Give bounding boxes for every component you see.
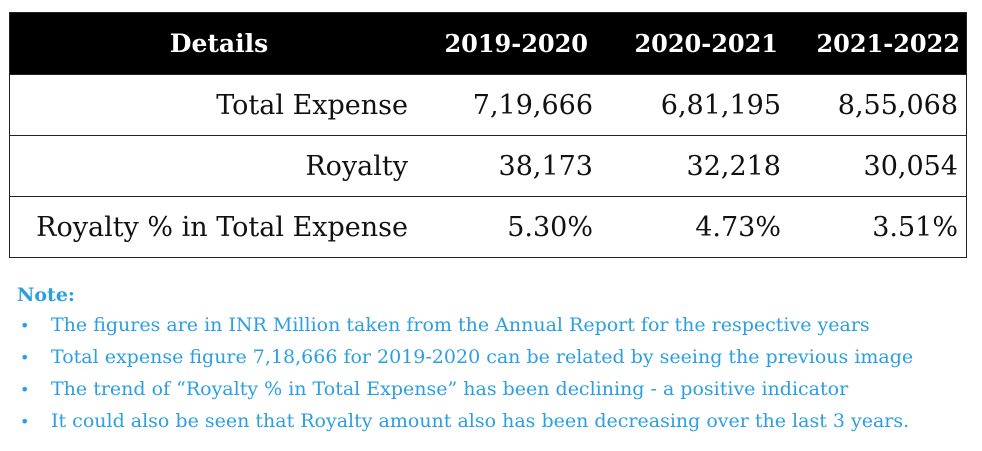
header-2019-2020: 2019-2020: [444, 29, 588, 58]
row-label: Royalty % in Total Expense: [36, 211, 408, 243]
notes-section: Note: • The figures are in INR Million t…: [17, 281, 967, 437]
note-text: The trend of “Royalty % in Total Expense…: [51, 378, 849, 400]
row-value: 38,173: [498, 150, 593, 182]
row-value: 4.73%: [695, 211, 781, 243]
note-item: • The trend of “Royalty % in Total Expen…: [17, 373, 967, 405]
expense-table: Details 2019-2020 2020-2021 2021-2022 To…: [9, 12, 967, 258]
table-row: Total Expense 7,19,666 6,81,195 8,55,068: [10, 74, 966, 135]
bullet-icon: •: [20, 411, 30, 431]
note-item: • The figures are in INR Million taken f…: [17, 309, 967, 341]
row-value: 30,054: [863, 150, 958, 182]
header-2020-2021: 2020-2021: [634, 29, 778, 58]
note-item: • It could also be seen that Royalty amo…: [17, 405, 967, 437]
table-row: Royalty % in Total Expense 5.30% 4.73% 3…: [10, 196, 966, 257]
row-label: Royalty: [305, 150, 408, 182]
row-value: 5.30%: [507, 211, 593, 243]
bullet-icon: •: [20, 379, 30, 399]
row-value: 8,55,068: [837, 89, 958, 121]
row-value: 7,19,666: [472, 89, 593, 121]
bullet-icon: •: [20, 315, 30, 335]
table-header-row: Details 2019-2020 2020-2021 2021-2022: [10, 13, 966, 74]
table-row: Royalty 38,173 32,218 30,054: [10, 135, 966, 196]
note-text: It could also be seen that Royalty amoun…: [51, 410, 910, 432]
note-text: The figures are in INR Million taken fro…: [51, 314, 870, 336]
note-item: • Total expense figure 7,18,666 for 2019…: [17, 341, 967, 373]
row-value: 3.51%: [872, 211, 958, 243]
row-value: 6,81,195: [660, 89, 781, 121]
bullet-icon: •: [20, 347, 30, 367]
header-details: Details: [169, 29, 269, 58]
notes-title: Note:: [17, 284, 75, 306]
note-text: Total expense figure 7,18,666 for 2019-2…: [51, 346, 914, 368]
row-value: 32,218: [686, 150, 781, 182]
header-2021-2022: 2021-2022: [816, 29, 960, 58]
row-label: Total Expense: [216, 89, 408, 121]
